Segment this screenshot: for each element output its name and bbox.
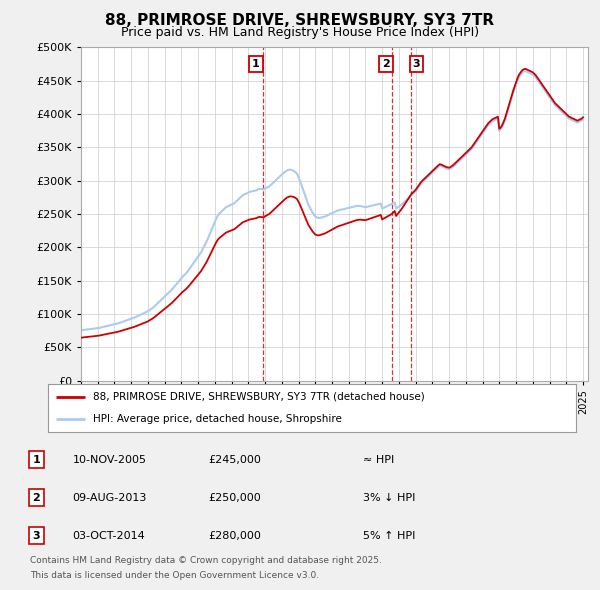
Text: 3: 3 xyxy=(413,59,421,69)
Text: £250,000: £250,000 xyxy=(208,493,260,503)
Text: 09-AUG-2013: 09-AUG-2013 xyxy=(73,493,147,503)
Text: Contains HM Land Registry data © Crown copyright and database right 2025.: Contains HM Land Registry data © Crown c… xyxy=(30,556,382,565)
Text: This data is licensed under the Open Government Licence v3.0.: This data is licensed under the Open Gov… xyxy=(30,571,319,579)
Text: 3: 3 xyxy=(32,530,40,540)
Text: Price paid vs. HM Land Registry's House Price Index (HPI): Price paid vs. HM Land Registry's House … xyxy=(121,26,479,39)
Text: £245,000: £245,000 xyxy=(208,455,261,464)
Text: 03-OCT-2014: 03-OCT-2014 xyxy=(73,530,145,540)
Text: 3% ↓ HPI: 3% ↓ HPI xyxy=(364,493,416,503)
Text: 2: 2 xyxy=(382,59,389,69)
Text: 2: 2 xyxy=(32,493,40,503)
Text: 88, PRIMROSE DRIVE, SHREWSBURY, SY3 7TR: 88, PRIMROSE DRIVE, SHREWSBURY, SY3 7TR xyxy=(106,13,494,28)
Text: 5% ↑ HPI: 5% ↑ HPI xyxy=(364,530,416,540)
Text: 88, PRIMROSE DRIVE, SHREWSBURY, SY3 7TR (detached house): 88, PRIMROSE DRIVE, SHREWSBURY, SY3 7TR … xyxy=(93,392,425,402)
Text: ≈ HPI: ≈ HPI xyxy=(364,455,395,464)
Text: 1: 1 xyxy=(32,455,40,464)
Text: £280,000: £280,000 xyxy=(208,530,261,540)
Text: 1: 1 xyxy=(252,59,260,69)
Text: 10-NOV-2005: 10-NOV-2005 xyxy=(73,455,146,464)
Text: HPI: Average price, detached house, Shropshire: HPI: Average price, detached house, Shro… xyxy=(93,414,342,424)
